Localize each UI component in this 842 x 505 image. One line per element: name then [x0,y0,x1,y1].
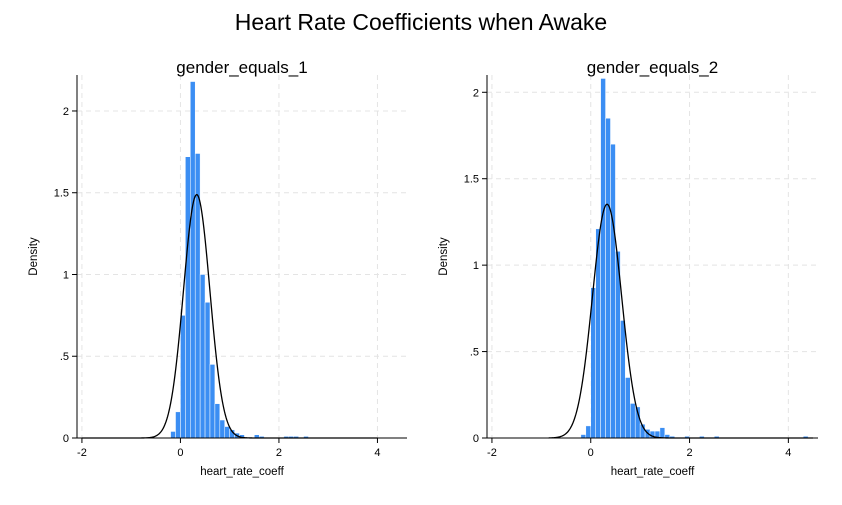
histogram-bar [199,274,206,439]
histogram-bar [175,411,181,439]
panel-1: 0 .5 1 1.5 2 -2 0 2 4 gender_equals_1 heart_rate_c… [28,58,407,478]
y-tick-label: 1.5 [464,174,479,186]
histogram-bar [610,143,616,439]
y-tick-label: .5 [60,351,69,363]
x-tick-label: 2 [686,447,692,459]
histogram-bar [605,117,611,439]
histogram-bar [620,320,626,439]
histogram-bar [180,315,186,439]
histogram-bar [170,431,176,439]
figure-title: Heart Rate Coefficients when Awake [234,9,608,35]
y-tick-label: 0 [473,433,479,445]
histogram-bar [209,364,216,439]
y-tick-label: 0 [63,433,69,445]
y-axis-label: Density [438,237,450,276]
x-axis-label: heart_rate_coeff [611,466,695,478]
normal-density-curve [81,193,378,439]
y-tick-label: 1.5 [54,188,69,200]
panel-title: gender_equals_2 [587,58,718,77]
x-tick-label: 0 [588,447,594,459]
y-tick-label: 1 [473,260,479,272]
histogram-bar [580,434,587,439]
histogram-bar [204,302,211,439]
histogram-bar [625,377,631,439]
histogram-bar [185,156,191,439]
y-tick-label: 1 [63,269,69,281]
x-tick-label: 0 [177,447,183,459]
histogram-bar [659,427,666,439]
normal-density-curve [548,203,814,439]
y-tick-label: 2 [473,87,479,99]
histogram-bar [585,425,591,439]
x-tick-label: 2 [276,447,282,459]
histogram-bar [214,403,221,439]
histogram-bar [600,78,606,439]
histogram-bar [219,419,226,439]
x-tick-label: 4 [374,447,380,459]
histogram-bar [630,403,636,439]
panel-2: 0 .5 1 1.5 2 -2 0 2 4 gender_equals_2 heart_rate_c… [438,58,818,478]
y-axis-label: Density [28,237,40,276]
y-tick-label: .5 [470,347,479,359]
histogram-bar [190,81,196,439]
panel-title: gender_equals_1 [176,58,307,77]
x-axis-label: heart_rate_coeff [200,466,284,478]
x-tick-label: 4 [785,447,791,459]
y-tick-label: 2 [63,106,69,118]
x-tick-label: -2 [487,447,497,459]
x-tick-label: -2 [77,447,87,459]
histogram-bar [224,426,230,439]
